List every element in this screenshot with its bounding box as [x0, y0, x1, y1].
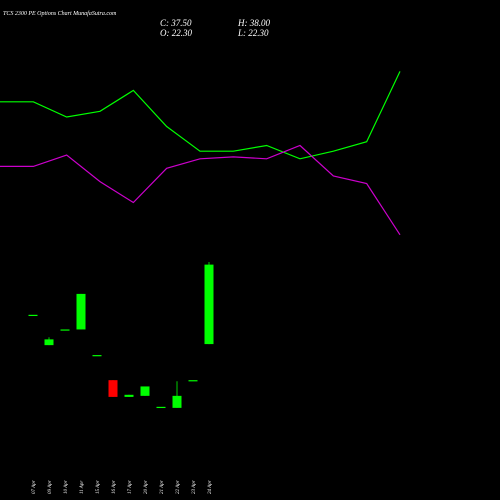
x-tick-label: 07 Apr [32, 480, 37, 494]
candle-body [172, 395, 182, 408]
x-tick-label: 15 Apr [96, 480, 101, 494]
x-tick-label: 24 Apr [208, 480, 213, 494]
candle-body [124, 394, 134, 397]
x-tick-label: 09 Apr [48, 480, 53, 494]
candle-body [108, 380, 118, 397]
line-series [0, 144, 401, 236]
candle-body [60, 329, 70, 331]
candle-body [92, 355, 102, 357]
x-tick-label: 16 Apr [112, 480, 117, 494]
close-label: C: 37.50 [160, 18, 192, 28]
x-tick-label: 21 Apr [160, 480, 165, 494]
high-label: H: 38.00 [237, 18, 270, 28]
candle-body [156, 406, 166, 409]
x-tick-label: 11 Apr [80, 481, 85, 494]
candle-body [76, 293, 86, 330]
candle-body [28, 314, 38, 317]
x-tick-label: 23 Apr [192, 480, 197, 494]
candle-body [204, 264, 214, 345]
candle-body [44, 339, 54, 346]
x-tick-label: 22 Apr [176, 480, 181, 494]
x-tick-label: 17 Apr [128, 480, 133, 494]
low-label: L: 22.30 [237, 28, 269, 38]
candle-body [188, 380, 198, 382]
candle-body [140, 386, 150, 396]
x-tick-label: 10 Apr [64, 480, 69, 494]
x-tick-label: 20 Apr [144, 480, 149, 494]
open-label: O: 22.30 [160, 28, 192, 38]
line-series [0, 71, 401, 160]
chart-title: TCS 2300 PE Options Chart MunafaSutra.co… [3, 10, 117, 17]
